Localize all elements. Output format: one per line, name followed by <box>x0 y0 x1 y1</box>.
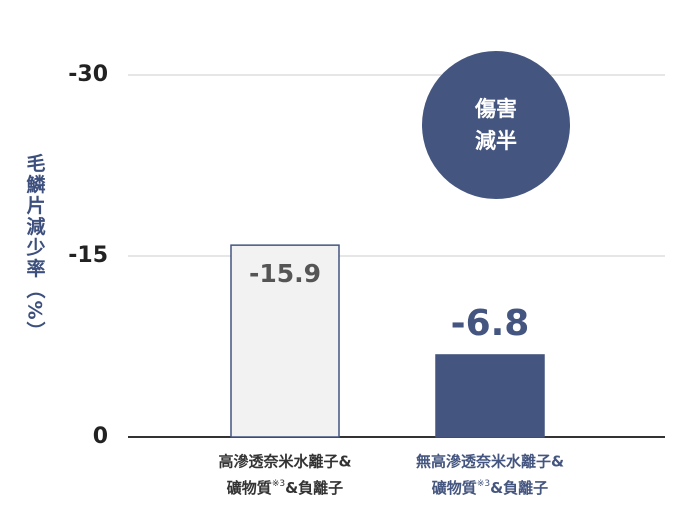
value-label: -15.9 <box>249 259 321 288</box>
x-tick-label: 礦物質※3&負離子 <box>432 479 548 497</box>
superscript: ※3 <box>272 479 285 489</box>
annotation-text: 減半 <box>475 129 517 153</box>
x-tick-label: 無高滲透奈米水離子& <box>416 453 564 471</box>
y-tick-label: -15 <box>68 243 108 268</box>
y-axis-label: 毛鱗片減少率（%） <box>24 153 47 342</box>
label-part: 礦物質 <box>227 479 272 497</box>
bar <box>230 244 340 438</box>
y-tick-label: -30 <box>68 62 108 87</box>
superscript: ※3 <box>477 479 490 489</box>
annotation-text: 傷害 <box>474 97 517 121</box>
y-tick-label: 0 <box>93 424 108 449</box>
annotation-badge <box>422 51 570 199</box>
bar <box>435 354 545 438</box>
x-tick-label: 高滲透奈米水離子& <box>218 453 351 471</box>
value-label: -6.8 <box>451 303 530 344</box>
label-part: 礦物質 <box>432 479 477 497</box>
label-part: &負離子 <box>285 479 343 497</box>
label-part: &負離子 <box>490 479 548 497</box>
x-tick-label: 礦物質※3&負離子 <box>227 479 343 497</box>
